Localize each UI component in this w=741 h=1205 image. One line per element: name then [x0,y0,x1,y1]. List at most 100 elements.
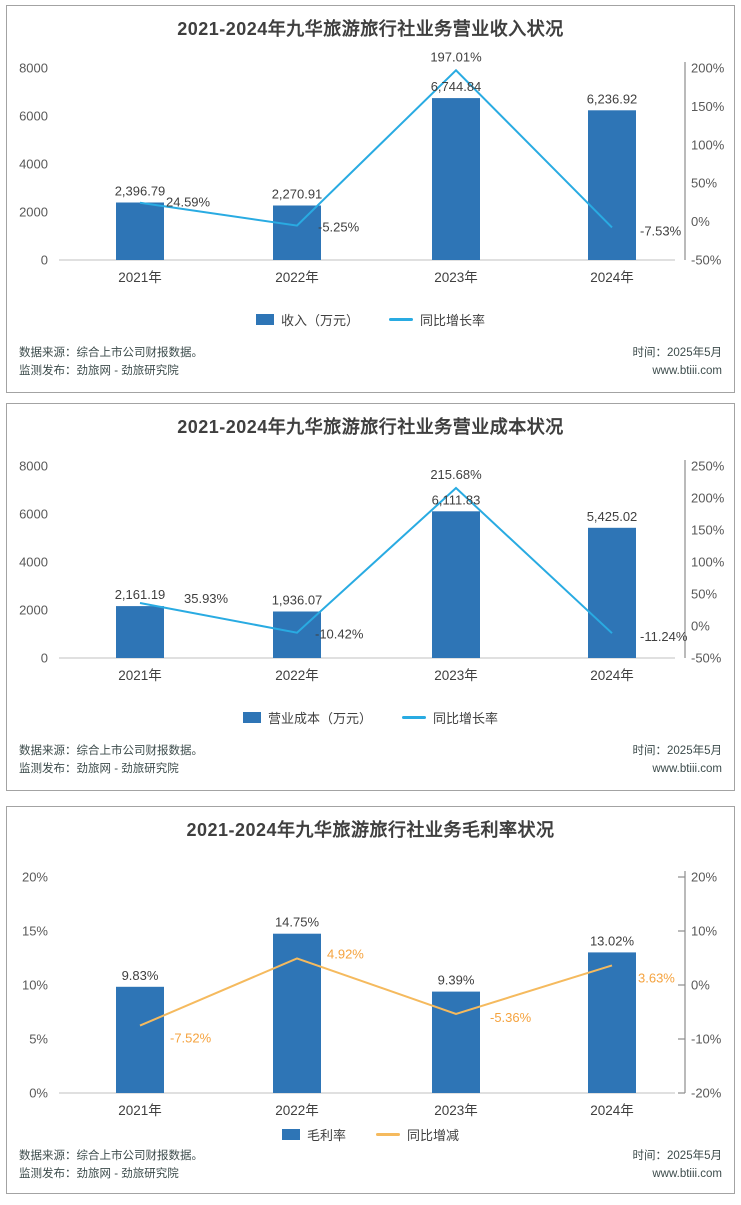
bar-value-label: 1,936.07 [272,593,323,608]
right-axis-tick-label: 150% [691,523,725,538]
right-axis-tick-label: 20% [691,870,717,885]
left-axis-tick-label: 8000 [19,61,48,76]
right-axis-tick-label: 100% [691,555,725,570]
line-series-swatch [389,317,413,321]
legend-item-margin: 毛利率 [281,1125,346,1144]
x-axis-label: 2022年 [275,1103,319,1118]
growth-value-label: -5.36% [490,1010,532,1025]
right-axis-tick-label: -10% [691,1032,722,1047]
revenue-chart-panel: 2021-2024年九华旅游旅行社业务营业收入状况 8000 6000 4000 20… [6,5,735,393]
left-axis-tick-label: 5% [29,1032,48,1047]
bar-value-label: 9.83% [122,968,159,983]
footer-left: 数据来源：综合上市公司财报数据。 监测发布：劲旅网 - 劲旅研究院 [19,1147,203,1183]
right-axis-tick-label: 10% [691,924,717,939]
x-axis-label: 2022年 [275,270,319,285]
bar-value-label: 9.39% [438,973,475,988]
bar-value-label: 6,236.92 [587,91,638,106]
bar-2022年 [273,933,321,1093]
time-text: 时间：2025年5月 [632,347,722,359]
cost-chart-title: 2021-2024年九华旅游旅行社业务营业成本状况 [177,417,564,437]
growth-value-label: 24.59% [166,195,211,210]
bar-2021年 [116,606,164,658]
bar-2021年 [116,202,164,260]
line-series-label: 同比增长率 [420,312,486,328]
margin-chart-canvas: 20% 15% 10% 5% 0% 20% 10% 0% -10% -20% 2021年 2022年 2… [22,870,722,1119]
footer-right: 时间：2025年5月 www.btiii.com [633,344,722,380]
x-axis-label: 2024年 [590,1103,634,1118]
left-axis-tick-label: 15% [22,924,48,939]
revenue-chart-canvas: 8000 6000 4000 2000 0 200% 150% 100% 50% 0% -50% 20… [19,49,725,285]
right-axis-tick-label: 0% [691,978,710,993]
right-axis-tick-label: 250% [691,459,725,474]
bar-2024年 [588,952,636,1093]
x-axis-label: 2021年 [118,270,162,285]
margin-chart-title: 2021-2024年九华旅游旅行社业务毛利率状况 [186,820,555,840]
bar-value-label: 2,161.19 [115,587,166,602]
right-axis-tick-label: 150% [691,99,725,114]
bar-value-label: 2,396.79 [115,184,166,199]
bar-series-swatch [281,1128,300,1140]
left-axis-tick-label: 4000 [19,555,48,570]
left-axis-tick-label: 8000 [19,459,48,474]
bar-value-label: 13.02% [590,933,635,948]
right-axis-tick-label: 50% [691,587,717,602]
right-axis-tick-label: 0% [691,619,710,634]
time-text: 时间：2025年5月 [632,745,722,757]
cost-chart-legend: 营业成本（万元） 同比增长率 [7,708,734,726]
bar-2023年 [432,98,480,260]
bar-2022年 [273,205,321,260]
right-axis-tick-label: -50% [691,253,722,268]
bar-2023年 [432,511,480,658]
left-axis-tick-label: 0 [41,651,48,666]
left-axis-tick-label: 2000 [19,603,48,618]
growth-line [139,486,613,634]
margin-chart-panel: 2021-2024年九华旅游旅行社业务毛利率状况 20% 15% 10% 5% 0% 20… [6,806,735,1194]
right-axis-tick-label: 200% [691,61,725,76]
legend-item-yoy-change: 同比增减 [376,1125,459,1144]
bar-2023年 [432,991,480,1093]
growth-line [139,957,613,1027]
data-source-text: 数据来源：综合上市公司财报数据。 [19,1150,203,1162]
bar-value-label: 2,270.91 [272,187,323,202]
left-axis-tick-label: 10% [22,978,48,993]
right-axis-tick-label: 50% [691,176,717,191]
right-axis-tick-label: 0% [691,214,710,229]
right-axis-tick-label: 100% [691,137,725,152]
bar-value-label: 5,425.02 [587,509,638,524]
left-axis-tick-label: 6000 [19,507,48,522]
x-axis-label: 2021年 [118,1103,162,1118]
bar-2024年 [588,110,636,260]
legend-item-cost: 营业成本（万元） [242,708,372,727]
left-axis-tick-label: 0 [41,253,48,268]
cost-chart-footer: 数据来源：综合上市公司财报数据。 监测发布：劲旅网 - 劲旅研究院 时间：202… [7,742,734,778]
bar-series-label: 毛利率 [306,1127,346,1143]
growth-value-label: 3.63% [638,970,675,985]
bar-2021年 [116,986,164,1093]
footer-right: 时间：2025年5月 www.btiii.com [633,1147,722,1183]
left-axis-tick-label: 20% [22,870,48,885]
cost-chart-canvas: 8000 6000 4000 2000 0 250% 200% 150% 100% 50% 0% -5… [19,459,725,684]
bar-value-label: 6,111.83 [432,492,481,507]
publisher-text: 监测发布：劲旅网 - 劲旅研究院 [19,1168,179,1180]
left-axis-tick-label: 2000 [19,205,48,220]
growth-value-label: -10.42% [315,627,364,642]
growth-value-label: -5.25% [318,220,360,235]
revenue-chart-legend: 收入（万元） 同比增长率 [7,310,734,328]
growth-value-label: 215.68% [430,467,482,482]
publisher-text: 监测发布：劲旅网 - 劲旅研究院 [19,365,179,377]
bar-series-swatch [255,313,274,325]
line-series-swatch [376,1132,400,1136]
legend-item-revenue: 收入（万元） [255,310,359,329]
footer-left: 数据来源：综合上市公司财报数据。 监测发布：劲旅网 - 劲旅研究院 [19,742,203,778]
x-axis-label: 2023年 [434,668,478,683]
bar-value-label: 14.75% [275,915,320,930]
right-axis-tick-label: -50% [691,651,722,666]
x-axis-label: 2021年 [118,668,162,683]
line-series-label: 同比增长率 [433,710,499,726]
x-axis-label: 2022年 [275,668,319,683]
legend-item-growth-rate: 同比增长率 [402,708,498,727]
data-source-text: 数据来源：综合上市公司财报数据。 [19,745,203,757]
time-text: 时间：2025年5月 [632,1150,722,1162]
website-text: www.btiii.com [652,365,722,377]
legend-item-growth-rate: 同比增长率 [389,310,485,329]
